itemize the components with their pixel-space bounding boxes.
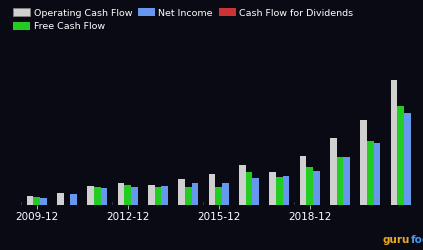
Bar — [155, 186, 161, 205]
Text: guru: guru — [383, 235, 410, 245]
Legend: Operating Cash Flow, Free Cash Flow, Net Income, Cash Flow for Dividends: Operating Cash Flow, Free Cash Flow, Net… — [9, 5, 357, 35]
Bar — [283, 176, 289, 205]
Bar — [178, 180, 185, 205]
Bar — [101, 188, 107, 205]
Bar — [148, 185, 155, 205]
Bar — [306, 167, 313, 205]
Bar — [161, 186, 168, 205]
Bar — [33, 197, 40, 205]
Bar — [192, 183, 198, 205]
Bar — [57, 193, 63, 205]
Bar — [246, 172, 252, 205]
Bar — [87, 186, 94, 205]
Bar — [209, 174, 215, 205]
Bar — [330, 138, 337, 205]
Bar — [343, 156, 350, 205]
Bar — [252, 178, 259, 205]
Bar — [269, 172, 276, 205]
Bar — [390, 80, 397, 205]
Bar — [397, 106, 404, 205]
Bar — [131, 186, 137, 205]
Bar — [374, 142, 380, 205]
Bar — [40, 198, 47, 205]
Bar — [124, 185, 131, 205]
Text: focus: focus — [410, 235, 423, 245]
Bar — [27, 196, 33, 205]
Bar — [313, 171, 320, 205]
Bar — [239, 166, 246, 205]
Bar — [276, 177, 283, 205]
Bar — [215, 186, 222, 205]
Bar — [404, 112, 411, 205]
Bar — [185, 186, 192, 205]
Bar — [367, 141, 374, 205]
Bar — [222, 183, 228, 205]
Bar — [118, 183, 124, 205]
Bar — [337, 158, 343, 205]
Bar — [360, 120, 367, 205]
Bar — [70, 194, 77, 205]
Bar — [299, 156, 306, 205]
Bar — [94, 188, 101, 205]
